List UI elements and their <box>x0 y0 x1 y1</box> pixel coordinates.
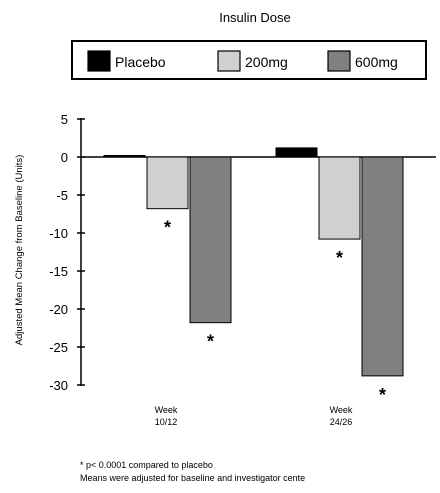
legend-swatch-2 <box>327 50 351 72</box>
bar-200mg-1 <box>146 156 189 210</box>
legend-frame <box>71 40 427 80</box>
y-tick-label: 0 <box>61 150 68 165</box>
chart-title: Insulin Dose <box>219 10 291 25</box>
x-category-label-line2: 24/26 <box>330 417 353 427</box>
legend-swatch-0 <box>87 50 111 72</box>
legend-label-0: Placebo <box>115 54 166 70</box>
legend-label-2: 600mg <box>355 54 398 70</box>
significance-marker: * <box>379 385 386 405</box>
y-tick-label: -15 <box>49 264 68 279</box>
x-category-label-line1: Week <box>330 405 353 415</box>
significance-marker: * <box>207 332 214 352</box>
footnote-adjustment: Means were adjusted for baseline and inv… <box>80 473 305 483</box>
x-category-label-line2: 10/12 <box>155 417 178 427</box>
bar-600mg-1 <box>189 156 232 324</box>
significance-marker: * <box>164 218 171 238</box>
y-axis-label: Adjusted Mean Change from Baseline (Unit… <box>14 155 25 346</box>
y-tick-label: -10 <box>49 226 68 241</box>
bar-200mg-2 <box>318 156 361 240</box>
y-tick-label: -30 <box>49 378 68 393</box>
y-tick-label: -5 <box>56 188 68 203</box>
footnote-significance: * p< 0.0001 compared to placebo <box>80 460 213 470</box>
y-tick-label: 5 <box>61 112 68 127</box>
legend-swatch-1 <box>217 50 241 72</box>
significance-marker: * <box>336 248 343 268</box>
bar-600mg-2 <box>361 156 404 377</box>
legend: Placebo 200mg 600mg <box>71 40 427 80</box>
y-tick-label: -25 <box>49 340 68 355</box>
x-category-label-line1: Week <box>155 405 178 415</box>
bar-placebo-1 <box>103 154 146 158</box>
legend-label-1: 200mg <box>245 54 288 70</box>
bar-placebo-2 <box>275 147 318 158</box>
y-tick-label: -20 <box>49 302 68 317</box>
